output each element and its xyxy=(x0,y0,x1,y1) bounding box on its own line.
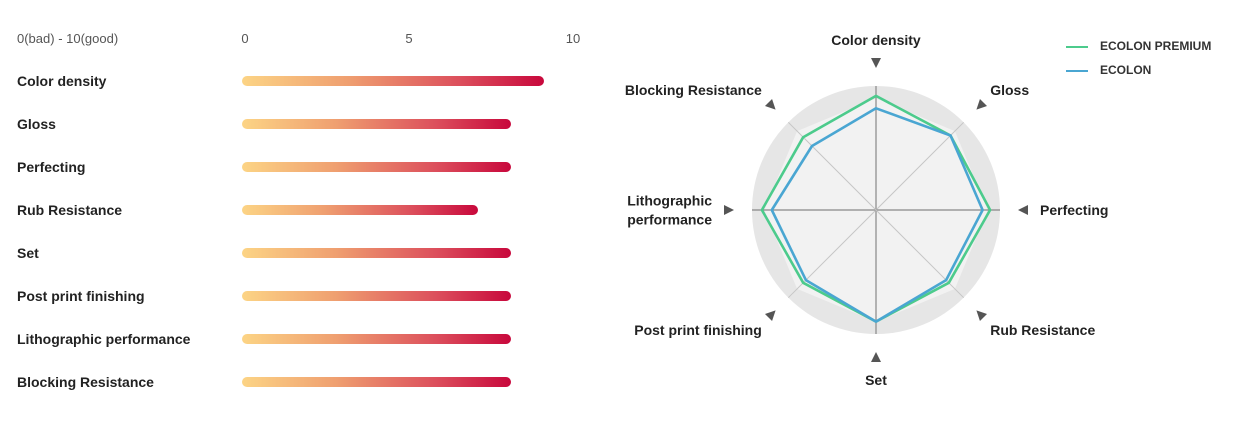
bar xyxy=(242,119,511,129)
radar-axis-label-line: Rub Resistance xyxy=(990,322,1095,338)
tick-label: 0 xyxy=(241,31,249,46)
axis-arrow-icon xyxy=(724,205,734,215)
radar-axis-label-line: Color density xyxy=(831,32,921,48)
radar-chart: Color density Gloss Perfecting Rub Resistan… xyxy=(600,0,1260,419)
bar-label: Blocking Resistance xyxy=(17,374,154,390)
bar-label: Gloss xyxy=(17,116,56,132)
tick-label: 10 xyxy=(565,31,581,46)
legend-label: ECOLON xyxy=(1100,63,1152,77)
bar xyxy=(242,205,479,215)
bar xyxy=(242,291,511,301)
radar-axis-label: Blocking Resistance xyxy=(625,82,762,98)
radar-axis-label-line: Blocking Resistance xyxy=(625,82,762,98)
axis-arrow-icon xyxy=(871,352,881,362)
bar-label: Perfecting xyxy=(17,159,86,175)
bar xyxy=(242,248,511,258)
bar-label: Color density xyxy=(17,73,107,89)
tick-label: 5 xyxy=(405,31,413,46)
radar-axis-label-line: Lithographic xyxy=(627,193,712,209)
radar-axis-label-line: Post print finishing xyxy=(634,322,762,338)
bar xyxy=(242,76,544,86)
axis-arrow-icon xyxy=(871,58,881,68)
axis-arrow-icon xyxy=(764,98,776,110)
bar-label: Post print finishing xyxy=(17,288,145,304)
radar-axis-label-line: Set xyxy=(865,372,887,388)
bar xyxy=(242,377,511,387)
radar-axis-label-line: performance xyxy=(627,212,712,228)
radar-axis-label: Lithographic performance xyxy=(627,193,712,228)
bar-label: Lithographic performance xyxy=(17,331,191,347)
bar-label: Rub Resistance xyxy=(17,202,123,218)
radar-series-line xyxy=(770,107,984,323)
radar-axis-label: Rub Resistance xyxy=(990,322,1095,338)
bar xyxy=(242,162,511,172)
radar-axis-label: Set xyxy=(865,372,887,388)
bar-chart: 0(bad) - 10(good) 0 5 10 Color density Glos… xyxy=(0,0,600,419)
bar xyxy=(242,334,511,344)
scale-caption: 0(bad) - 10(good) xyxy=(17,31,119,46)
radar-axis-line xyxy=(787,121,965,299)
radar-axis-label-line: Perfecting xyxy=(1040,202,1108,218)
axis-arrow-icon xyxy=(1018,205,1028,215)
radar-axis-label: Gloss xyxy=(990,82,1029,98)
bar-label: Set xyxy=(17,245,39,261)
axis-arrow-icon xyxy=(976,98,988,110)
legend-swatch xyxy=(1066,70,1088,72)
legend-swatch xyxy=(1066,46,1088,48)
axis-arrow-icon xyxy=(764,310,776,322)
radar-axis-label: Color density xyxy=(831,32,921,48)
radar-axis-label-line: Gloss xyxy=(990,82,1029,98)
radar-axis-label: Post print finishing xyxy=(634,322,762,338)
legend-label: ECOLON PREMIUM xyxy=(1100,39,1212,53)
radar-svg: Color density Gloss Perfecting Rub Resistan… xyxy=(625,32,1109,388)
radar-axis-label: Perfecting xyxy=(1040,202,1108,218)
axis-arrow-icon xyxy=(976,310,988,322)
